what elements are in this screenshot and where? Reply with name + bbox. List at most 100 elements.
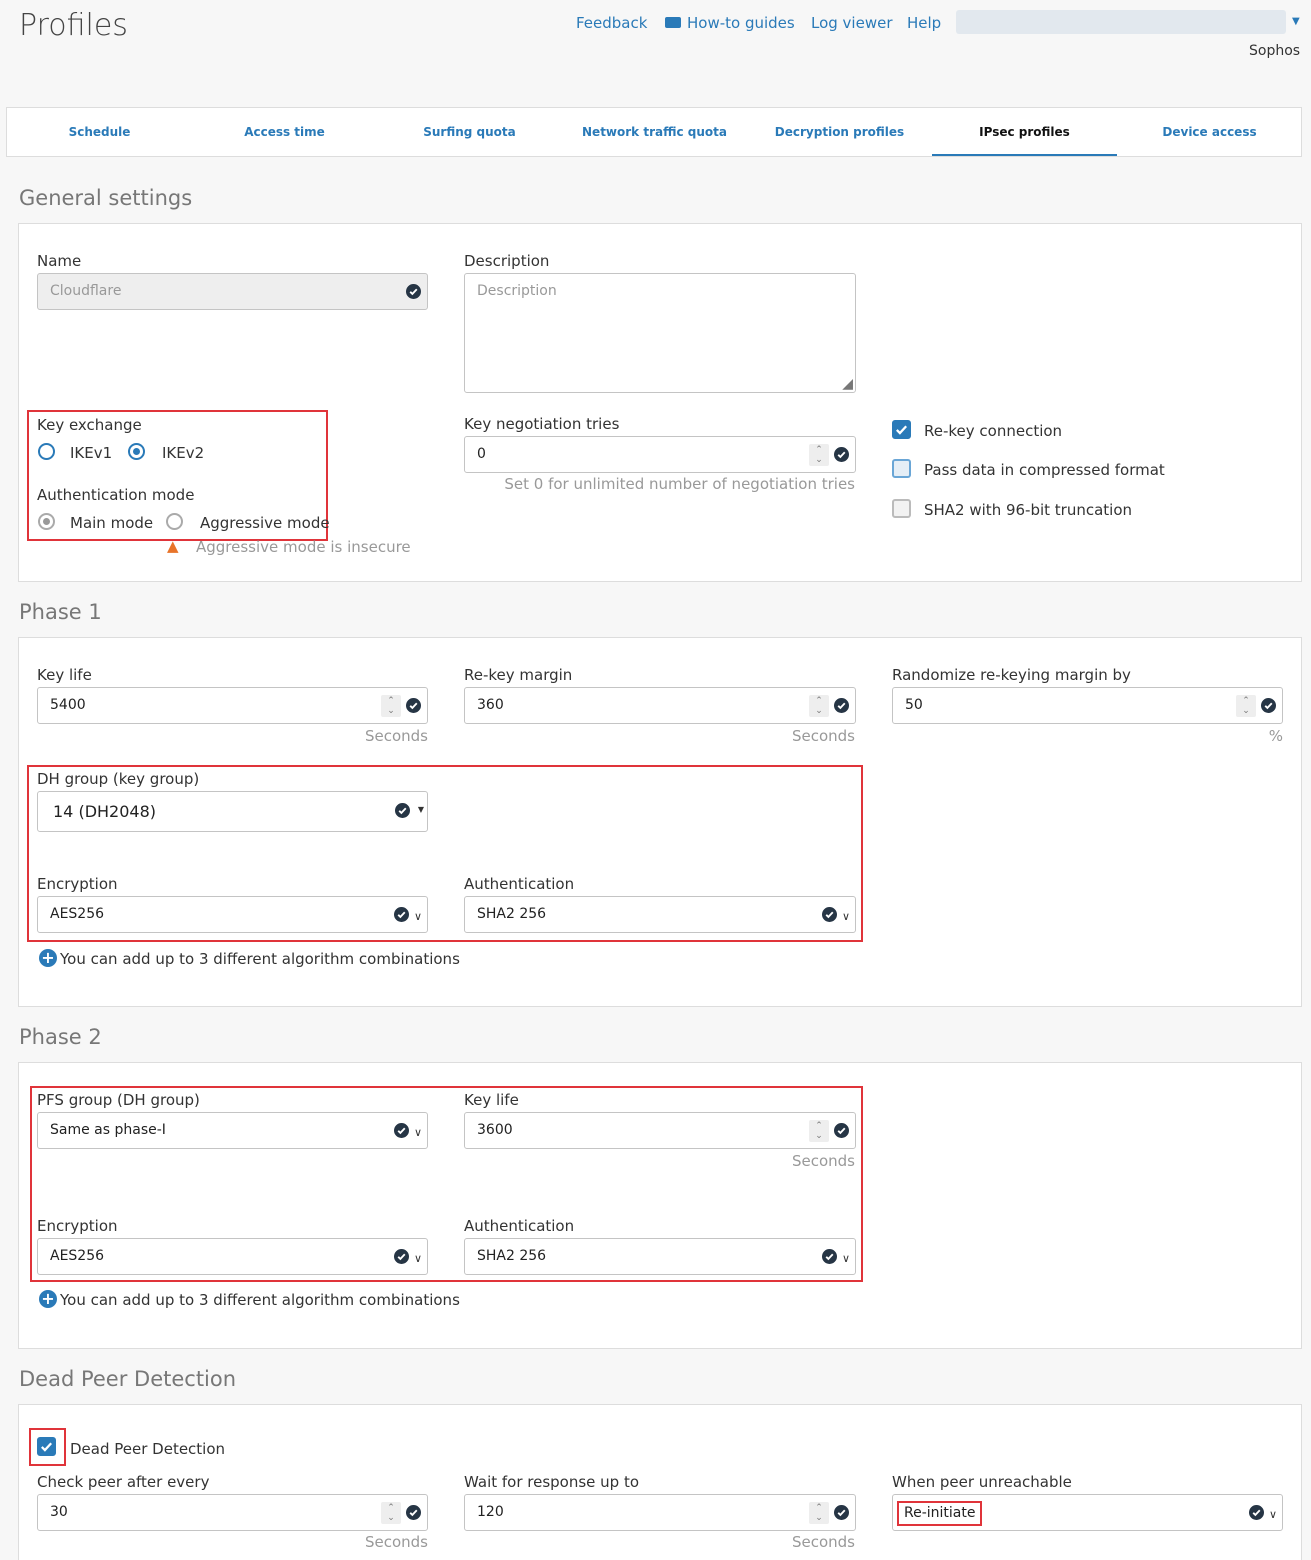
dh-group-value: 14 (DH2048) — [53, 802, 156, 821]
tab-bar: Schedule Access time Surfing quota Netwo… — [6, 107, 1302, 157]
wait-response-input[interactable]: 120 ⌃ ⌄ — [464, 1494, 856, 1531]
phase2-encryption-value: AES256 — [50, 1248, 105, 1264]
compress-checkbox[interactable] — [892, 459, 911, 478]
key-life-unit: Seconds — [364, 727, 428, 745]
phase2-key-life-value: 3600 — [477, 1122, 513, 1138]
chevron-down-icon: ∨ — [841, 910, 850, 923]
wait-response-label: Wait for response up to — [464, 1473, 640, 1491]
add-combination-icon[interactable]: + — [39, 949, 57, 967]
rekey-margin-unit: Seconds — [791, 727, 855, 745]
aggressive-mode-radio[interactable] — [166, 513, 183, 530]
peer-unreachable-value: Re-initiate — [897, 1501, 983, 1526]
checkmark-icon — [39, 1439, 54, 1454]
ikev2-label: IKEv2 — [162, 444, 205, 462]
valid-check-icon — [822, 907, 837, 922]
name-value: Cloudflare — [50, 283, 122, 299]
log-viewer-link[interactable]: Log viewer — [811, 14, 893, 32]
key-life-value: 5400 — [50, 697, 86, 713]
phase2-encryption-select[interactable]: AES256 ∨ — [37, 1238, 428, 1275]
phase2-key-life-input[interactable]: 3600 ⌃ ⌄ — [464, 1112, 856, 1149]
check-peer-input[interactable]: 30 ⌃ ⌄ — [37, 1494, 428, 1531]
rekey-margin-input[interactable]: 360 ⌃ ⌄ — [464, 687, 856, 724]
key-exchange-label: Key exchange — [37, 416, 142, 434]
aggressive-warning: Aggressive mode is insecure — [196, 538, 411, 556]
rekey-margin-label: Re-key margin — [464, 666, 573, 684]
randomize-unit: % — [1268, 727, 1283, 745]
phase2-authentication-select[interactable]: SHA2 256 ∨ — [464, 1238, 856, 1275]
chevron-down-icon: ∨ — [1268, 1508, 1277, 1521]
valid-check-icon — [834, 698, 849, 713]
stepper-icon[interactable]: ⌃ ⌄ — [381, 1502, 401, 1524]
valid-check-icon — [406, 1505, 421, 1520]
check-peer-label: Check peer after every — [37, 1473, 210, 1491]
ikev2-radio[interactable] — [128, 443, 145, 460]
main-mode-radio[interactable] — [38, 513, 55, 530]
stepper-icon[interactable]: ⌃ ⌄ — [809, 695, 829, 717]
help-link[interactable]: Help — [907, 14, 942, 32]
rekey-checkbox[interactable] — [892, 420, 911, 439]
stepper-icon[interactable]: ⌃ ⌄ — [381, 695, 401, 717]
valid-check-icon — [394, 907, 409, 922]
stepper-icon[interactable]: ⌃ ⌄ — [809, 444, 829, 466]
check-peer-value: 30 — [50, 1504, 68, 1520]
stepper-icon[interactable]: ⌃ ⌄ — [1236, 695, 1256, 717]
tries-hint: Set 0 for unlimited number of negotiatio… — [504, 475, 855, 493]
add-combination-note[interactable]: You can add up to 3 different algorithm … — [60, 1291, 460, 1309]
key-life-label: Key life — [37, 666, 92, 684]
pfs-group-select[interactable]: Same as phase-I ∨ — [37, 1112, 428, 1149]
tab-surfing-quota[interactable]: Surfing quota — [423, 125, 516, 139]
checkmark-icon — [894, 422, 909, 437]
encryption-select[interactable]: AES256 ∨ — [37, 896, 428, 933]
randomize-input[interactable]: 50 ⌃ ⌄ — [892, 687, 1283, 724]
how-to-guides-link[interactable]: How-to guides — [687, 14, 795, 32]
add-combination-icon[interactable]: + — [39, 1290, 57, 1308]
highlight-box — [30, 1086, 863, 1282]
dh-group-label: DH group (key group) — [37, 770, 200, 788]
valid-check-icon — [1261, 698, 1276, 713]
page-title: Profiles — [19, 8, 128, 43]
user-org: Sophos — [1249, 43, 1301, 59]
warning-icon: ▲ — [167, 537, 179, 555]
rekey-label: Re-key connection — [924, 422, 1063, 440]
check-peer-unit: Seconds — [364, 1533, 428, 1551]
tries-value: 0 — [477, 446, 486, 462]
authentication-select[interactable]: SHA2 256 ∨ — [464, 896, 856, 933]
ikev1-radio[interactable] — [38, 443, 55, 460]
valid-check-icon — [1249, 1505, 1264, 1520]
tab-decryption-profiles[interactable]: Decryption profiles — [774, 125, 905, 139]
name-field[interactable]: Cloudflare — [37, 273, 428, 310]
tab-schedule[interactable]: Schedule — [68, 125, 131, 139]
stepper-icon[interactable]: ⌃ ⌄ — [809, 1502, 829, 1524]
valid-check-icon — [394, 1249, 409, 1264]
encryption-value: AES256 — [50, 906, 105, 922]
aggressive-mode-label: Aggressive mode — [200, 514, 330, 532]
feedback-link[interactable]: Feedback — [576, 14, 648, 32]
encryption-label: Encryption — [37, 875, 118, 893]
description-textarea[interactable]: Description ◢ — [464, 273, 856, 393]
phase2-encryption-label: Encryption — [37, 1217, 118, 1235]
tab-ipsec-profiles[interactable]: IPsec profiles — [932, 108, 1117, 156]
add-combination-note[interactable]: You can add up to 3 different algorithm … — [60, 950, 460, 968]
stepper-icon[interactable]: ⌃ ⌄ — [809, 1120, 829, 1142]
resize-handle-icon[interactable]: ◢ — [842, 376, 853, 392]
tab-network-traffic-quota[interactable]: Network traffic quota — [582, 125, 727, 139]
ikev1-label: IKEv1 — [70, 444, 113, 462]
valid-check-icon — [834, 447, 849, 462]
main-mode-label: Main mode — [70, 514, 154, 532]
key-negotiation-tries-input[interactable]: 0 ⌃ ⌄ — [464, 436, 856, 473]
dh-group-select[interactable]: 14 (DH2048) ▼ — [37, 791, 428, 832]
highlight-box — [27, 410, 328, 541]
phase1-heading: Phase 1 — [19, 600, 102, 624]
sha2-96-label: SHA2 with 96-bit truncation — [924, 501, 1133, 519]
user-menu[interactable] — [956, 10, 1286, 34]
valid-check-icon — [395, 803, 410, 818]
dpd-checkbox[interactable] — [37, 1437, 56, 1456]
pfs-group-value: Same as phase-I — [50, 1122, 166, 1138]
tab-device-access[interactable]: Device access — [1162, 125, 1257, 139]
key-life-input[interactable]: 5400 ⌃ ⌄ — [37, 687, 428, 724]
peer-unreachable-select[interactable]: Re-initiate ∨ — [892, 1494, 1283, 1531]
tab-access-time[interactable]: Access time — [244, 125, 325, 139]
sha2-96-checkbox[interactable] — [892, 499, 911, 518]
chevron-down-icon[interactable]: ▼ — [1292, 16, 1300, 27]
name-label: Name — [37, 252, 82, 270]
